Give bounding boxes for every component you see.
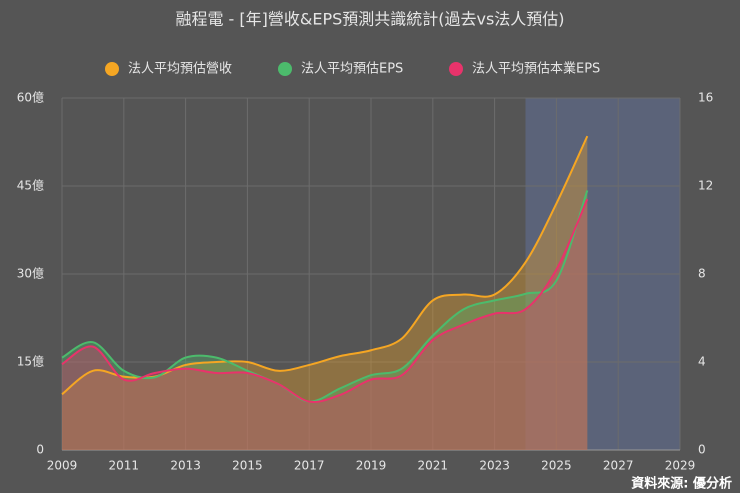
legend-marker xyxy=(105,62,119,76)
x-tick-label: 2019 xyxy=(356,459,387,473)
y-tick-label: 60億 xyxy=(17,91,44,105)
x-tick-label: 2029 xyxy=(665,459,696,473)
x-tick-label: 2017 xyxy=(294,459,325,473)
x-tick-label: 2027 xyxy=(603,459,634,473)
y-tick-label: 30億 xyxy=(17,267,44,281)
x-tick-label: 2013 xyxy=(170,459,201,473)
x-tick-label: 2015 xyxy=(232,459,263,473)
y2-tick-label: 16 xyxy=(698,91,713,105)
series-line xyxy=(61,190,589,403)
chart-title: 融程電 - [年]營收&EPS預測共識統計(過去vs法人預估) xyxy=(175,10,564,29)
y2-tick-label: 4 xyxy=(698,355,706,369)
source: 資料來源: 優分析 xyxy=(631,476,732,492)
y-tick-label: 45億 xyxy=(17,179,44,193)
x-tick-label: 2011 xyxy=(109,459,140,473)
x-tick-label: 2009 xyxy=(47,459,78,473)
legend-label: 法人平均預估EPS xyxy=(301,62,403,77)
y2-tick-label: 12 xyxy=(698,179,713,193)
legend-marker xyxy=(278,62,292,76)
legend-label: 法人平均預估營收 xyxy=(128,62,232,77)
y2-tick-label: 8 xyxy=(698,267,706,281)
legend-marker xyxy=(449,62,463,76)
x-tick-label: 2025 xyxy=(541,459,572,473)
y2-tick-label: 0 xyxy=(698,443,706,457)
grid-layer xyxy=(61,97,681,451)
series-line xyxy=(61,198,589,403)
series-area xyxy=(62,190,588,450)
series-area xyxy=(62,136,588,450)
x-tick-label: 2023 xyxy=(479,459,510,473)
y-tick-label: 15億 xyxy=(17,355,44,369)
series-area xyxy=(62,199,588,450)
y-tick-label: 0 xyxy=(36,443,44,457)
legend-label: 法人平均預估本業EPS xyxy=(472,61,600,77)
x-tick-label: 2021 xyxy=(418,459,449,473)
